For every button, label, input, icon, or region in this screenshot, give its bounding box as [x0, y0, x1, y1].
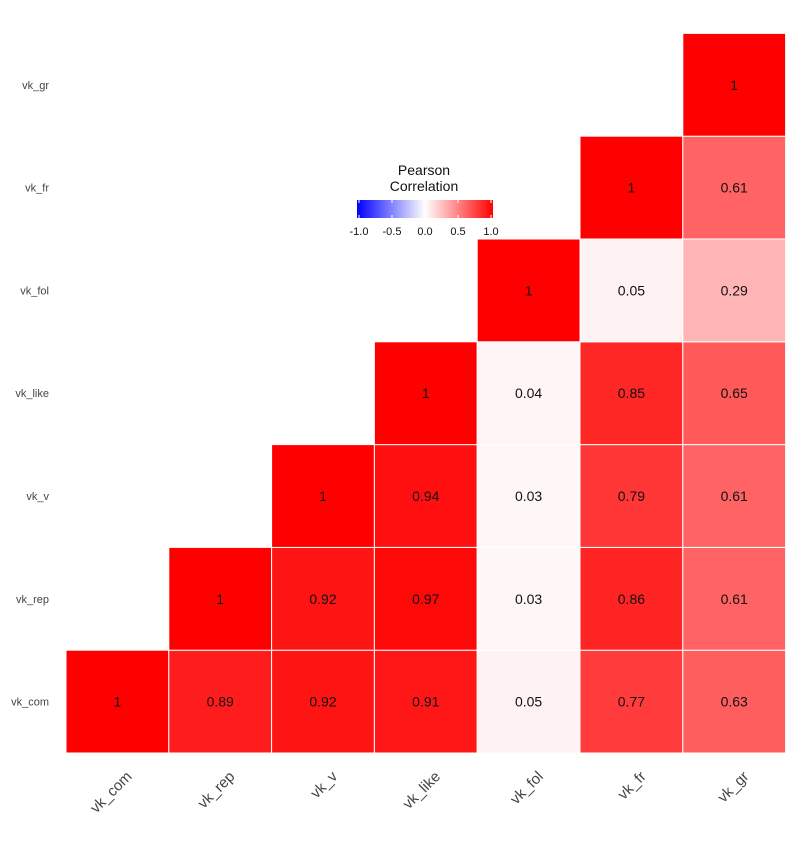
- legend-title-line1: Pearson: [398, 162, 450, 178]
- cell-value-vk_rep-vk_com: 0.89: [207, 694, 234, 710]
- cell-value-vk_fol-vk_v: 0.03: [515, 488, 542, 504]
- cell-value-vk_fr-vk_like: 0.85: [618, 385, 645, 401]
- heatmap-cell-vk_gr-vk_rep: [682, 546, 787, 651]
- heatmap-cell-vk_gr-vk_com: [682, 649, 787, 754]
- heatmap-cell-vk_gr-vk_fol: [682, 238, 787, 343]
- cell-value-vk_gr-vk_rep: 0.61: [721, 591, 748, 607]
- heatmap-cell-vk_rep-vk_rep: [168, 546, 273, 651]
- cell-value-vk_com-vk_com: 1: [114, 694, 122, 710]
- cell-value-vk_fol-vk_rep: 0.03: [515, 591, 542, 607]
- cell-value-vk_like-vk_like: 1: [422, 385, 430, 401]
- cell-value-vk_v-vk_v: 1: [319, 488, 327, 504]
- cell-value-vk_fol-vk_com: 0.05: [515, 694, 542, 710]
- x-axis-ticks: vk_com vk_rep vk_v vk_like vk_fol vk_fr vk_gr: [87, 768, 752, 817]
- cell-value-vk_v-vk_rep: 0.92: [309, 591, 336, 607]
- heatmap-cell-vk_rep-vk_com: [168, 649, 273, 754]
- x-tick-label: vk_rep: [195, 768, 239, 812]
- heatmap-cell-vk_fr-vk_v: [579, 444, 684, 548]
- heatmap-cell-vk_fr-vk_rep: [579, 546, 684, 651]
- cell-value-vk_gr-vk_like: 0.65: [721, 385, 748, 401]
- heatmap-cell-vk_like-vk_com: [373, 649, 478, 754]
- cell-value-vk_gr-vk_v: 0.61: [721, 488, 748, 504]
- legend-tick-label: 1.0: [483, 226, 498, 238]
- heatmap-cell-vk_fr-vk_com: [579, 649, 684, 754]
- cell-value-vk_like-vk_com: 0.91: [412, 694, 439, 710]
- cell-value-vk_gr-vk_com: 0.63: [721, 694, 748, 710]
- y-tick-label: vk_fol: [20, 285, 49, 297]
- cell-value-vk_fr-vk_fol: 0.05: [618, 282, 645, 298]
- cell-value-vk_fol-vk_like: 0.04: [515, 385, 542, 401]
- cell-value-vk_like-vk_v: 0.94: [412, 488, 439, 504]
- y-tick-label: vk_fr: [25, 183, 49, 195]
- legend-ticks: -1.0 -0.5 0.0 0.5 1.0: [350, 200, 499, 238]
- cell-value-vk_fr-vk_rep: 0.86: [618, 591, 645, 607]
- heatmap-cell-vk_fol-vk_v: [476, 444, 581, 548]
- y-tick-label: vk_v: [26, 491, 49, 503]
- legend-tick-label: -1.0: [350, 226, 369, 238]
- heatmap-cell-vk_fol-vk_fol: [476, 238, 581, 343]
- heatmap-cell-vk_gr-vk_fr: [682, 135, 787, 240]
- cell-value-vk_fr-vk_com: 0.77: [618, 694, 645, 710]
- y-tick-label: vk_gr: [22, 80, 49, 92]
- heatmap-cell-vk_fol-vk_like: [476, 341, 581, 446]
- heatmap-cell-vk_com-vk_com: [65, 649, 170, 754]
- cell-value-vk_fr-vk_v: 0.79: [618, 488, 645, 504]
- cell-value-vk_fr-vk_fr: 1: [628, 180, 636, 196]
- legend-title-line2: Correlation: [390, 178, 458, 194]
- cell-value-vk_gr-vk_gr: 1: [730, 77, 738, 93]
- x-tick-label: vk_com: [87, 768, 136, 817]
- heatmap-cell-vk_like-vk_rep: [373, 546, 478, 651]
- legend-tick-label: -0.5: [383, 226, 402, 238]
- heatmap-cell-vk_fr-vk_like: [579, 341, 684, 446]
- x-tick-label: vk_v: [307, 768, 341, 802]
- legend-colorbar: [357, 200, 493, 218]
- heatmap-cell-vk_v-vk_v: [271, 444, 375, 548]
- heatmap-cells: 1 0.89 0.92 0.91 0.05 0.77 0.63 1 0.92 0.97 0.03 0.…: [65, 32, 787, 754]
- y-tick-label: vk_rep: [16, 594, 49, 606]
- color-legend: Pearson Correlation -1.0 -0.5 0.0 0.5 1.0: [350, 162, 499, 238]
- cell-value-vk_gr-vk_fr: 0.61: [721, 180, 748, 196]
- cell-value-vk_gr-vk_fol: 0.29: [721, 282, 748, 298]
- cell-value-vk_rep-vk_rep: 1: [216, 591, 224, 607]
- heatmap-cell-vk_gr-vk_v: [682, 444, 787, 548]
- cell-value-vk_like-vk_rep: 0.97: [412, 591, 439, 607]
- cell-value-vk_fol-vk_fol: 1: [525, 282, 533, 298]
- y-tick-label: vk_like: [15, 388, 49, 400]
- x-tick-label: vk_fr: [615, 768, 650, 803]
- x-tick-label: vk_gr: [714, 768, 752, 806]
- heatmap-cell-vk_v-vk_rep: [271, 546, 375, 651]
- legend-tick-label: 0.0: [417, 226, 432, 238]
- y-axis-ticks: vk_com vk_rep vk_v vk_like vk_fol vk_fr vk_gr: [11, 80, 49, 709]
- x-tick-label: vk_like: [400, 768, 444, 812]
- heatmap-cell-vk_like-vk_like: [373, 341, 478, 446]
- heatmap-cell-vk_gr-vk_gr: [682, 32, 787, 137]
- heatmap-cell-vk_fol-vk_com: [476, 649, 581, 754]
- cell-value-vk_v-vk_com: 0.92: [309, 694, 336, 710]
- x-tick-label: vk_fol: [507, 768, 547, 808]
- y-tick-label: vk_com: [11, 697, 49, 709]
- legend-tick-label: 0.5: [450, 226, 465, 238]
- heatmap-cell-vk_like-vk_v: [373, 444, 478, 548]
